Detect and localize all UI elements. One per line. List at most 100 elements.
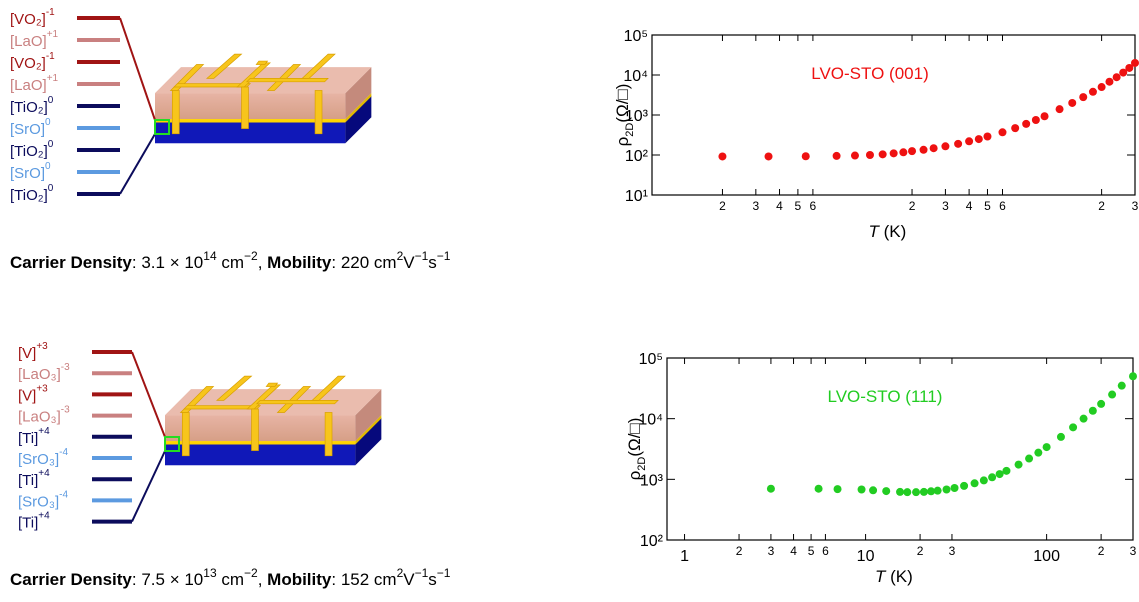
data-point	[980, 476, 988, 484]
layer-formula: [TiO₂]	[10, 187, 48, 204]
data-point	[943, 485, 951, 493]
x-tick-label: 6	[999, 199, 1006, 213]
layer-formula: [VO₂]	[10, 55, 46, 72]
layer-charge: -4	[59, 489, 68, 500]
layer-charge: +1	[47, 29, 59, 40]
caption-part: Mobility	[267, 253, 332, 272]
x-tick-label: 3	[768, 544, 775, 558]
device-illustration	[155, 54, 371, 143]
data-point	[941, 142, 949, 150]
data-point	[912, 488, 920, 496]
data-point	[998, 128, 1006, 136]
connector	[120, 18, 155, 120]
data-point	[920, 488, 928, 496]
data-point	[951, 484, 959, 492]
annotation: LVO-STO (111)	[828, 387, 943, 406]
connector	[120, 134, 155, 194]
layer-formula: [LaO]	[10, 77, 47, 94]
layer-label: [SrO]0	[10, 117, 51, 138]
layer-charge: +4	[38, 511, 50, 522]
x-tick-label: 6	[810, 199, 817, 213]
caption-part: V	[403, 570, 415, 589]
layer-charge: -3	[61, 362, 70, 373]
layer-label: [V]+3	[18, 383, 48, 404]
device-illustration	[165, 376, 381, 465]
data-point	[975, 135, 983, 143]
data-point	[1080, 415, 1088, 423]
caption-part: : 7.5 × 10	[132, 570, 203, 589]
y-tick-label: 10²	[640, 533, 664, 550]
data-point	[1041, 112, 1049, 120]
layer-label: [SrO₃]-4	[18, 447, 68, 468]
layer-formula: [SrO₃]	[18, 493, 59, 510]
layer-formula: [V]	[18, 345, 36, 362]
data-point	[1056, 105, 1064, 113]
data-point	[879, 150, 887, 158]
y-label-symbol: ρ	[613, 137, 632, 147]
data-point	[930, 144, 938, 152]
caption-part: Carrier Density	[10, 253, 132, 272]
y-tick-label: 10⁴	[623, 68, 648, 85]
x-tick-label: 3	[752, 199, 759, 213]
caption-part: cm	[217, 253, 244, 272]
layer-charge: +3	[36, 341, 48, 352]
caption-part: −2	[244, 566, 258, 580]
data-point	[890, 149, 898, 157]
layer-formula: [V]	[18, 387, 36, 404]
data-point	[1129, 372, 1137, 380]
layer-charge: -3	[61, 405, 70, 416]
data-point	[996, 470, 1004, 478]
x-tick-label: 1	[680, 548, 689, 565]
data-point	[1034, 449, 1042, 457]
data-point	[1089, 88, 1097, 96]
data-point	[765, 152, 773, 160]
data-point	[866, 151, 874, 159]
caption-part: cm	[217, 570, 244, 589]
data-point	[718, 152, 726, 160]
caption-part: s	[428, 253, 437, 272]
page: {"left_panels": [ {"layers": [ {"label":…	[0, 0, 1139, 602]
layer-charge: 0	[45, 161, 51, 172]
caption-part: −2	[244, 249, 258, 263]
data-point	[1105, 78, 1113, 86]
caption-part: Carrier Density	[10, 570, 132, 589]
data-point	[1069, 423, 1077, 431]
data-point	[1098, 83, 1106, 91]
caption-part: : 152 cm	[331, 570, 396, 589]
data-point	[858, 485, 866, 493]
data-point	[1015, 461, 1023, 469]
layer-formula: [TiO₂]	[10, 99, 48, 116]
layer-label: [LaO₃]-3	[18, 362, 70, 383]
data-point	[896, 488, 904, 496]
layer-label: [Ti]+4	[18, 426, 50, 447]
layer-label: [VO₂]-1	[10, 51, 55, 72]
data-point	[960, 482, 968, 490]
y-tick-label: 10⁵	[624, 28, 648, 45]
y-tick-label: 10¹	[625, 188, 648, 205]
layer-formula: [LaO]	[10, 33, 47, 50]
data-point	[1108, 391, 1116, 399]
caption-part: V	[403, 253, 415, 272]
x-tick-label: 5	[984, 199, 991, 213]
x-tick-label: 5	[795, 199, 802, 213]
caption-part: −1	[437, 249, 451, 263]
x-tick-label: 3	[949, 544, 956, 558]
caption-part: −1	[437, 566, 451, 580]
layer-label: [TiO₂]0	[10, 95, 54, 116]
figure: [VO₂]-1[LaO]+1[VO₂]-1[LaO]+1[TiO₂]0[SrO]…	[0, 0, 1139, 597]
data-point	[1032, 116, 1040, 124]
x-tick-label: 2	[1098, 199, 1105, 213]
data-point	[1079, 93, 1087, 101]
layer-formula: [SrO]	[10, 121, 45, 138]
layer-charge: +1	[47, 73, 59, 84]
data-point	[988, 473, 996, 481]
x-tick-label: 2	[736, 544, 743, 558]
layer-formula: [SrO]	[10, 165, 45, 182]
connector	[132, 451, 165, 522]
layer-formula: [Ti]	[18, 430, 38, 447]
x-tick-label: 3	[942, 199, 949, 213]
y-tick-label: 10²	[625, 148, 649, 165]
x-tick-label: 2	[909, 199, 916, 213]
data-point	[899, 148, 907, 156]
layer-formula: [SrO₃]	[18, 451, 59, 468]
